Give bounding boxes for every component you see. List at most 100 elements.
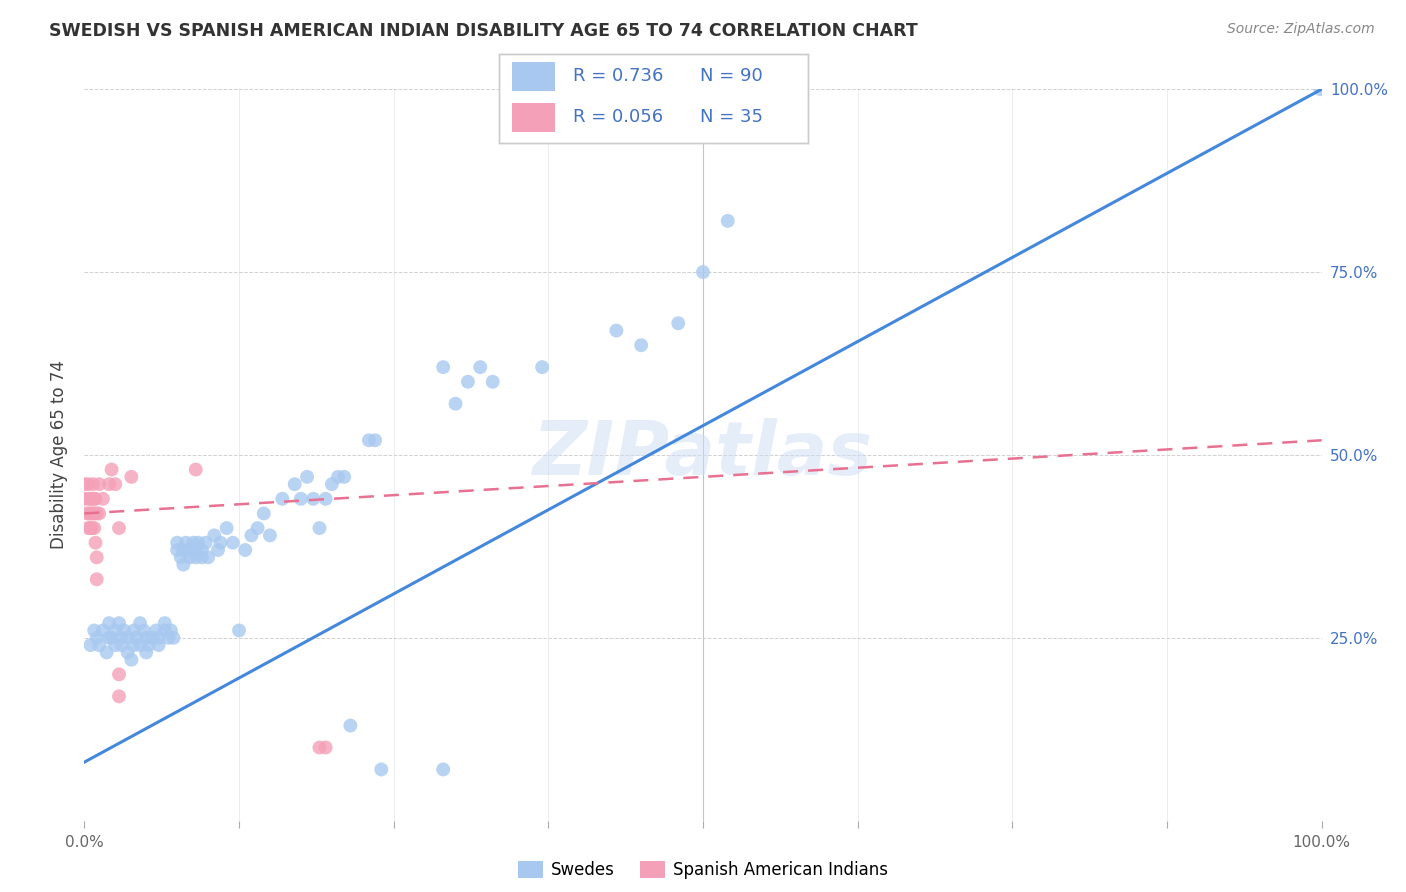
- Point: [481, 375, 503, 389]
- Point: [179, 543, 201, 558]
- Point: [233, 543, 256, 558]
- Point: [148, 638, 170, 652]
- Point: [692, 265, 714, 279]
- Point: [295, 470, 318, 484]
- Point: [315, 491, 337, 506]
- Point: [370, 763, 392, 777]
- Point: [89, 477, 111, 491]
- Point: [86, 572, 108, 586]
- Point: [117, 645, 139, 659]
- Point: [83, 521, 105, 535]
- Bar: [512, 62, 555, 91]
- Point: [89, 507, 111, 521]
- Point: [605, 324, 627, 338]
- Point: [531, 360, 554, 375]
- Point: [184, 462, 207, 476]
- Point: [170, 550, 193, 565]
- Point: [108, 667, 131, 681]
- Point: [98, 477, 121, 491]
- Point: [73, 477, 96, 491]
- Point: [86, 631, 108, 645]
- Point: [184, 550, 207, 565]
- Point: [444, 397, 467, 411]
- Point: [228, 624, 250, 638]
- Point: [82, 507, 104, 521]
- Point: [215, 521, 238, 535]
- Point: [141, 631, 163, 645]
- Point: [122, 624, 145, 638]
- Point: [112, 624, 135, 638]
- Text: N = 90: N = 90: [700, 67, 763, 86]
- Point: [77, 491, 100, 506]
- Point: [364, 434, 387, 448]
- Point: [108, 690, 131, 704]
- Point: [120, 653, 142, 667]
- Point: [194, 535, 217, 549]
- Point: [432, 763, 454, 777]
- Point: [470, 360, 492, 375]
- Point: [432, 360, 454, 375]
- Point: [138, 638, 160, 652]
- Y-axis label: Disability Age 65 to 74: Disability Age 65 to 74: [51, 360, 69, 549]
- Point: [326, 470, 349, 484]
- Point: [174, 535, 197, 549]
- Point: [80, 491, 103, 506]
- Point: [191, 543, 214, 558]
- Legend: Swedes, Spanish American Indians: Swedes, Spanish American Indians: [510, 854, 896, 886]
- Point: [80, 521, 103, 535]
- Point: [117, 631, 139, 645]
- Point: [77, 477, 100, 491]
- Point: [73, 491, 96, 506]
- Point: [86, 550, 108, 565]
- Point: [717, 214, 740, 228]
- Point: [79, 521, 101, 535]
- Point: [79, 638, 101, 652]
- Point: [82, 477, 104, 491]
- Point: [104, 638, 127, 652]
- Point: [104, 477, 127, 491]
- Point: [457, 375, 479, 389]
- Text: Source: ZipAtlas.com: Source: ZipAtlas.com: [1227, 22, 1375, 37]
- Point: [135, 631, 157, 645]
- Point: [135, 645, 157, 659]
- Point: [132, 624, 155, 638]
- Point: [333, 470, 356, 484]
- Point: [129, 638, 152, 652]
- Point: [83, 624, 105, 638]
- Point: [100, 462, 122, 476]
- Point: [290, 491, 312, 506]
- Point: [153, 616, 176, 631]
- Point: [181, 535, 204, 549]
- Point: [187, 535, 209, 549]
- Point: [271, 491, 294, 506]
- Point: [84, 491, 107, 506]
- Point: [148, 631, 170, 645]
- Text: SWEDISH VS SPANISH AMERICAN INDIAN DISABILITY AGE 65 TO 74 CORRELATION CHART: SWEDISH VS SPANISH AMERICAN INDIAN DISAB…: [49, 22, 918, 40]
- Point: [83, 507, 105, 521]
- Point: [302, 491, 325, 506]
- Point: [98, 631, 121, 645]
- Point: [315, 740, 337, 755]
- Point: [240, 528, 263, 542]
- Point: [79, 507, 101, 521]
- Point: [222, 535, 245, 549]
- Point: [202, 528, 225, 542]
- Point: [166, 535, 188, 549]
- Point: [89, 638, 111, 652]
- Point: [84, 535, 107, 549]
- Point: [666, 316, 689, 330]
- Point: [79, 491, 101, 506]
- Point: [91, 491, 114, 506]
- Point: [209, 535, 232, 549]
- Point: [207, 543, 229, 558]
- Point: [110, 631, 132, 645]
- Point: [91, 624, 114, 638]
- Point: [77, 521, 100, 535]
- Point: [86, 507, 108, 521]
- Point: [160, 624, 183, 638]
- Point: [83, 491, 105, 506]
- Point: [191, 550, 214, 565]
- Point: [166, 543, 188, 558]
- Point: [179, 550, 201, 565]
- Point: [129, 616, 152, 631]
